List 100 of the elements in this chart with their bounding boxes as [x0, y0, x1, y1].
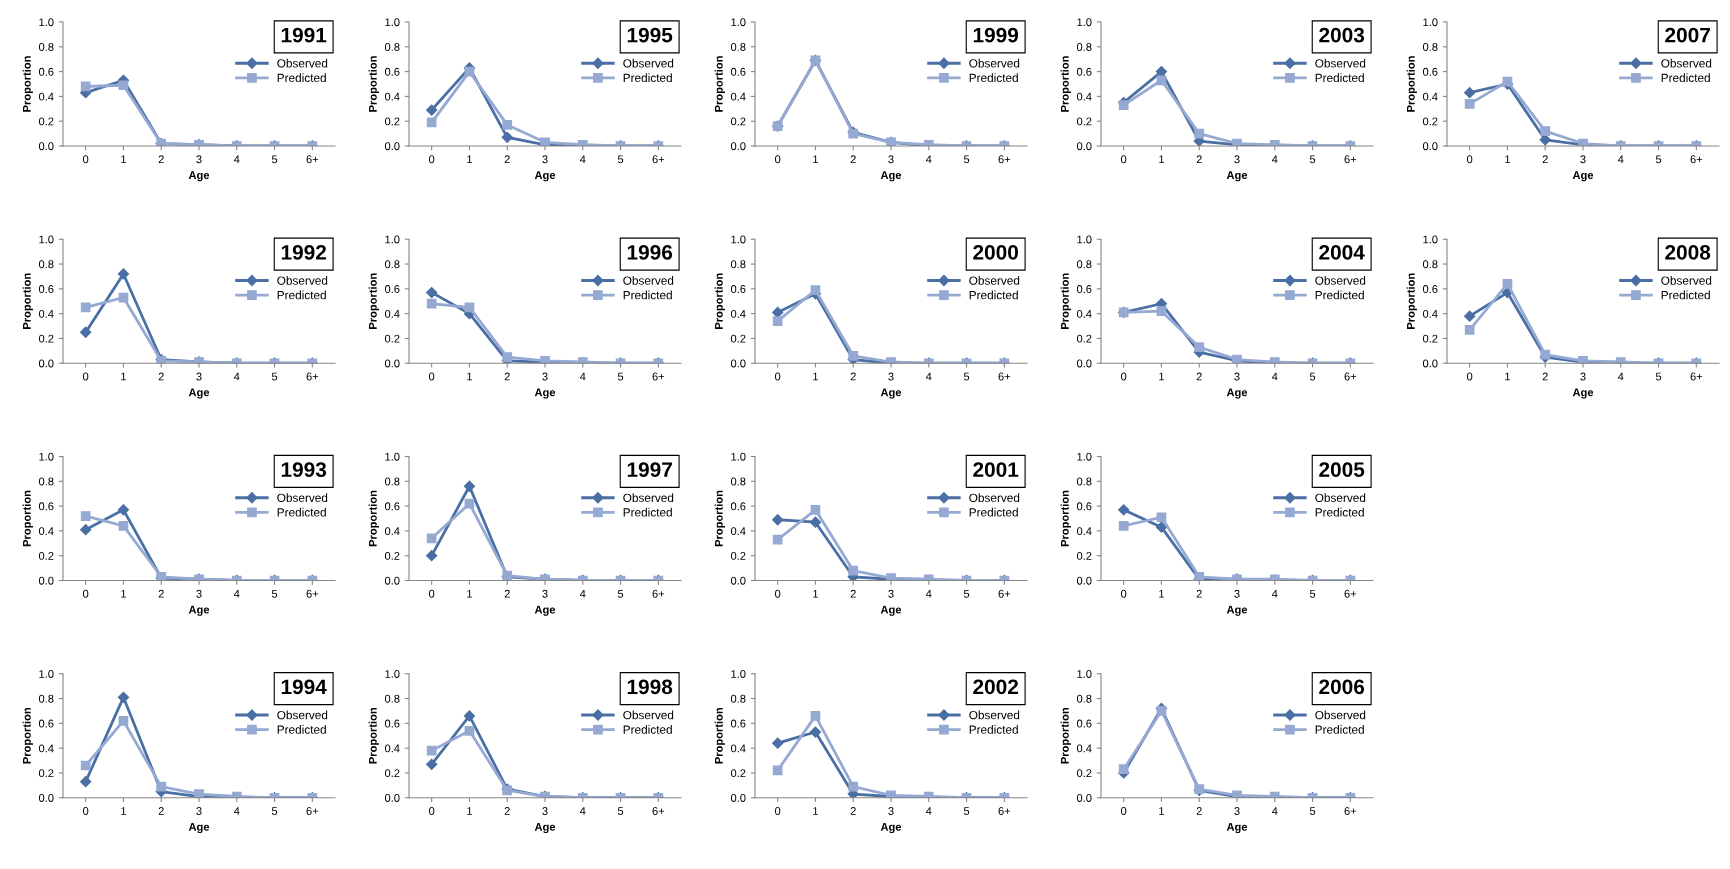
- x-tick-label: 0: [775, 155, 781, 164]
- x-tick-label: 3: [888, 807, 894, 815]
- legend-label: Predicted: [623, 725, 672, 734]
- y-tick-label: 0.0: [38, 794, 54, 802]
- x-tick-label: 1: [121, 807, 126, 815]
- legend-label: Observed: [277, 710, 328, 720]
- y-tick-label: 0.8: [1076, 694, 1092, 703]
- legend-label: Observed: [623, 493, 674, 502]
- chart-title: 1999: [973, 27, 1019, 43]
- y-axis-title: Proportion: [1406, 273, 1417, 329]
- y-tick-label: 0.8: [384, 260, 400, 269]
- legend-label: Predicted: [277, 290, 326, 300]
- y-tick-label: 0.4: [730, 744, 746, 753]
- y-axis-title: Proportion: [22, 708, 33, 764]
- y-tick-label: 1.0: [1423, 235, 1438, 244]
- x-tick-label: 6+: [1344, 372, 1357, 381]
- y-tick-label: 0.2: [384, 334, 400, 343]
- x-axis-title: Age: [188, 605, 210, 616]
- chart-title: 1995: [627, 27, 673, 43]
- x-tick-label: 0: [429, 807, 435, 815]
- x-tick-label: 5: [963, 155, 970, 164]
- y-tick-label: 0.6: [38, 67, 54, 76]
- legend-label: Observed: [1315, 58, 1366, 68]
- x-axis-title: Age: [188, 388, 210, 399]
- chart-title: 1996: [627, 244, 673, 260]
- y-tick-label: 0.8: [1422, 260, 1438, 269]
- x-tick-label: 1: [467, 589, 472, 598]
- y-tick-label: 0.6: [730, 719, 746, 728]
- legend-label: Predicted: [1661, 73, 1710, 83]
- x-tick-label: 1: [1505, 155, 1510, 164]
- legend-label: Predicted: [1315, 725, 1364, 734]
- x-axis-title: Age: [188, 171, 210, 182]
- x-axis-title: Age: [880, 823, 902, 834]
- legend-label: Observed: [1661, 58, 1712, 68]
- x-tick-label: 3: [1234, 589, 1240, 598]
- x-tick-label: 2: [850, 807, 856, 815]
- x-tick-label: 3: [888, 155, 894, 164]
- legend-label: Observed: [277, 58, 328, 68]
- legend-label: Observed: [1661, 276, 1712, 285]
- x-tick-label: 0: [1467, 372, 1473, 381]
- x-tick-label: 0: [83, 589, 89, 598]
- y-tick-label: 0.4: [384, 92, 400, 101]
- y-tick-label: 1.0: [1077, 235, 1092, 244]
- x-tick-label: 6+: [306, 155, 319, 164]
- y-tick-label: 0.8: [730, 694, 746, 703]
- x-tick-label: 4: [1271, 589, 1278, 598]
- y-tick-label: 1.0: [39, 452, 54, 461]
- x-tick-label: 1: [121, 372, 126, 381]
- x-tick-label: 5: [963, 372, 970, 381]
- x-tick-label: 5: [963, 807, 970, 815]
- x-tick-label: 1: [813, 155, 818, 164]
- y-axis-title: Proportion: [714, 273, 725, 329]
- y-tick-label: 0.8: [730, 260, 746, 269]
- x-axis-title: Age: [880, 171, 902, 182]
- y-tick-label: 0.6: [730, 67, 746, 76]
- x-tick-label: 2: [1196, 155, 1202, 164]
- x-tick-label: 3: [542, 155, 548, 164]
- y-tick-label: 0.0: [1422, 359, 1438, 368]
- x-tick-label: 0: [1121, 807, 1127, 815]
- y-tick-label: 1.0: [731, 452, 746, 461]
- x-tick-label: 1: [1505, 372, 1510, 381]
- y-tick-label: 0.6: [1422, 285, 1438, 293]
- legend-label: Observed: [969, 493, 1020, 502]
- y-tick-label: 0.8: [730, 477, 746, 486]
- y-tick-label: 0.2: [384, 117, 400, 126]
- y-tick-label: 0.0: [1076, 142, 1092, 151]
- legend-label: Predicted: [969, 73, 1018, 83]
- x-tick-label: 4: [925, 155, 932, 164]
- y-axis-title: Proportion: [368, 56, 379, 112]
- x-tick-label: 3: [1234, 807, 1240, 815]
- x-tick-label: 2: [504, 807, 510, 815]
- y-tick-label: 0.2: [38, 769, 54, 778]
- x-tick-label: 4: [233, 589, 240, 598]
- x-tick-label: 1: [467, 155, 472, 164]
- y-axis-title: Proportion: [714, 56, 725, 112]
- x-tick-label: 1: [121, 155, 126, 164]
- x-tick-label: 5: [1309, 589, 1316, 598]
- x-tick-label: 2: [1196, 807, 1202, 815]
- x-tick-label: 4: [579, 372, 586, 381]
- y-tick-label: 0.4: [1076, 92, 1092, 101]
- x-tick-label: 5: [1655, 372, 1662, 381]
- x-tick-label: 0: [1121, 372, 1127, 381]
- y-tick-label: 0.2: [38, 334, 54, 343]
- x-axis-title: Age: [534, 823, 556, 834]
- x-tick-label: 1: [1159, 155, 1164, 164]
- x-axis-title: Age: [1226, 605, 1248, 616]
- x-tick-label: 4: [579, 155, 586, 164]
- x-tick-label: 6+: [306, 372, 319, 381]
- y-tick-label: 0.2: [730, 769, 746, 778]
- y-tick-label: 0.6: [38, 719, 54, 728]
- chart-title: 1998: [627, 679, 673, 695]
- y-tick-label: 0.0: [730, 359, 746, 368]
- y-tick-label: 0.6: [38, 285, 54, 293]
- y-tick-label: 0.4: [38, 744, 54, 753]
- y-tick-label: 0.0: [384, 142, 400, 151]
- y-tick-label: 0.8: [38, 43, 54, 51]
- chart-title: 1993: [281, 462, 327, 477]
- x-tick-label: 0: [429, 155, 435, 164]
- y-tick-label: 1.0: [731, 670, 746, 678]
- y-axis-title: Proportion: [368, 708, 379, 764]
